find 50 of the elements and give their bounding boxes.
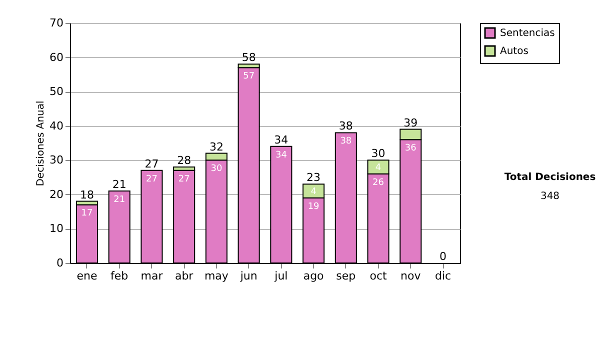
x-tick-label: mar [140, 270, 164, 282]
total-label: 0 [440, 250, 447, 263]
total-label: 21 [112, 178, 126, 191]
data-label: 27 [146, 174, 158, 184]
text: 348 [539, 191, 561, 202]
total-label: 34 [274, 133, 288, 146]
data-label: 26 [372, 178, 384, 188]
y-axis-title: Decisiones Anual [36, 100, 47, 186]
data-label: 4 [310, 187, 317, 197]
y-tick-label: 20 [50, 188, 64, 201]
x-tick-label: may [204, 270, 229, 282]
x-tick-label: ene [76, 270, 98, 282]
y-tick-label: 0 [56, 256, 64, 270]
y-tick-label: 10 [50, 222, 64, 236]
x-tick-label: nov [400, 270, 422, 282]
total-label: 32 [209, 140, 224, 154]
total-label: 30 [371, 147, 386, 160]
data-label: 27 [178, 174, 190, 184]
total-label: 27 [144, 157, 159, 170]
x-tick-label: jun [239, 270, 258, 282]
x-tick-label: sep [336, 270, 356, 282]
x-tick-label: oct [370, 270, 388, 282]
x-tick-label: jul [274, 270, 288, 282]
legend-label: Sentencias [500, 28, 555, 39]
data-label: 4 [375, 163, 382, 173]
data-label: 21 [114, 195, 126, 205]
x-tick-label: abr [174, 270, 194, 282]
x-tick-label: ago [303, 270, 324, 282]
data-label: 38 [340, 136, 352, 147]
text: Total Decisiones [503, 172, 597, 183]
total-label: 18 [80, 188, 94, 202]
total-label: 38 [338, 120, 353, 133]
data-label: 17 [81, 208, 93, 219]
data-label: 30 [210, 164, 222, 174]
data-label: 19 [308, 202, 320, 212]
legend-label: Autos [500, 46, 528, 57]
y-tick-label: 30 [50, 154, 64, 167]
y-tick-label: 50 [50, 85, 64, 98]
total-label: 28 [177, 154, 192, 167]
total-label: 39 [404, 116, 418, 130]
y-tick-label: 40 [50, 119, 64, 132]
x-tick-label: feb [110, 270, 128, 282]
total-label: 58 [242, 51, 256, 64]
total-label: 23 [306, 171, 321, 184]
data-label: 34 [275, 150, 288, 160]
y-tick-label: 70 [50, 16, 64, 30]
data-label: 57 [243, 72, 255, 82]
x-tick-label: dic [434, 270, 452, 282]
data-label: 36 [404, 144, 417, 154]
y-tick-label: 60 [50, 50, 64, 64]
